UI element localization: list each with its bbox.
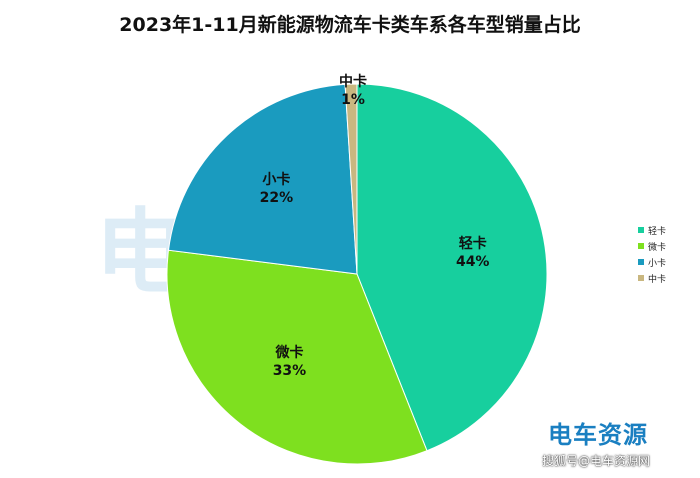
- legend-label-3: 小卡: [648, 258, 667, 269]
- legend-item-1: 轻卡: [638, 222, 666, 238]
- legend-label-2: 微卡: [648, 242, 667, 253]
- slice-value-label-3: 22%: [260, 190, 294, 206]
- legend-item-3: 小卡: [638, 254, 666, 270]
- slice-name-label-3: 小卡: [262, 171, 290, 188]
- pie-slice-1: [356, 83, 548, 452]
- legend-swatch-2: [638, 243, 644, 249]
- legend-swatch-3: [638, 259, 644, 265]
- legend-item-4: 中卡: [638, 270, 666, 286]
- legend-swatch-4: [638, 275, 644, 281]
- source-credit: 搜狐号@电车资源网: [542, 454, 651, 468]
- pie-slice-4: [344, 83, 358, 275]
- slice-name-label-4: 中卡: [339, 73, 367, 90]
- slice-name-label-2: 微卡: [274, 344, 303, 361]
- slice-value-label-2: 33%: [273, 363, 307, 379]
- legend-label-1: 轻卡: [648, 226, 667, 237]
- legend-label-4: 中卡: [648, 274, 667, 285]
- brand-logo: 电车资源: [548, 421, 648, 449]
- slice-value-label-4: 1%: [341, 92, 365, 108]
- chart-title: 2023年1-11月新能源物流车卡类车系各车型销量占比: [119, 14, 581, 36]
- slice-value-label-1: 44%: [456, 254, 490, 270]
- legend-swatch-1: [638, 227, 644, 233]
- pie-slice-2: [166, 249, 428, 465]
- slice-name-label-1: 轻卡: [459, 235, 487, 252]
- legend: 轻卡 微卡 小卡 中卡: [638, 222, 666, 286]
- legend-item-2: 微卡: [638, 238, 666, 254]
- pie-slice-3: [167, 83, 358, 275]
